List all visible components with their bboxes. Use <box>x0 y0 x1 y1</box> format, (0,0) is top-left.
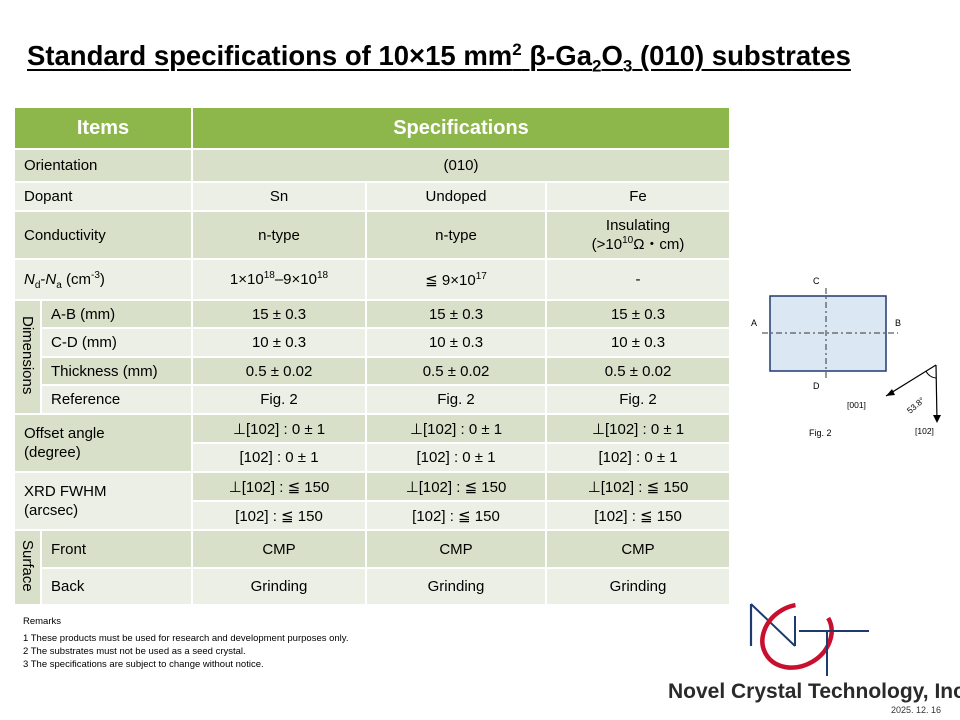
xrd-perp-fe: ⊥[102] : ≦ 150 <box>544 471 732 502</box>
conductivity-label: Conductivity <box>13 210 193 260</box>
row-xrd-perp: XRD FWHM (arcsec) ⊥[102] : ≦ 150 ⊥[102] :… <box>13 471 732 531</box>
label-b: B <box>895 318 901 328</box>
surface-group-label: Surface <box>13 529 42 606</box>
thickness-sn: 0.5 ± 0.02 <box>191 356 367 386</box>
cd-label: C-D (mm) <box>40 327 193 358</box>
row-offset-par: [102] : 0 ± 1 [102] : 0 ± 1 [102] : 0 ± … <box>14 442 732 473</box>
dopant-sn: Sn <box>191 181 367 212</box>
orientation-label: Orientation <box>13 148 193 183</box>
label-c: C <box>813 276 820 286</box>
reference-label: Reference <box>40 384 193 415</box>
back-sn: Grinding <box>191 567 367 606</box>
offset-par-fe: [102] : 0 ± 1 <box>544 442 732 473</box>
offset-par-sn: [102] : 0 ± 1 <box>191 442 367 473</box>
cd-sn: 10 ± 0.3 <box>191 327 367 358</box>
logo-n-diagonal <box>750 603 796 647</box>
offset-perp-sn: ⊥[102] : 0 ± 1 <box>191 413 367 444</box>
label-a: A <box>751 318 757 328</box>
xrd-fwhm-label: XRD FWHM (arcsec) <box>13 471 193 531</box>
front-label: Front <box>40 529 193 569</box>
offset-perp-undoped: ⊥[102] : 0 ± 1 <box>365 413 547 444</box>
spec-table: Items Specifications Orientation (010) D… <box>13 106 732 606</box>
remark-1: 1 These products must be used for resear… <box>23 633 349 644</box>
xrd-perp-sn: ⊥[102] : ≦ 150 <box>191 471 367 502</box>
row-ab: Dimensions A-B (mm) 15 ± 0.3 15 ± 0.3 15… <box>13 299 732 415</box>
nd-na-label: Nd-Na (cm-3) <box>13 258 193 301</box>
fig-2-caption: Fig. 2 <box>809 428 832 438</box>
row-orientation: Orientation (010) <box>13 148 732 183</box>
ab-label: A-B (mm) <box>40 299 193 329</box>
cd-undoped: 10 ± 0.3 <box>365 327 547 358</box>
thickness-fe: 0.5 ± 0.02 <box>544 356 732 386</box>
header-specifications: Specifications <box>190 106 732 150</box>
xrd-par-sn: [102] : ≦ 150 <box>191 500 367 531</box>
arrow-102-line <box>935 364 938 422</box>
reference-sn: Fig. 2 <box>191 384 367 415</box>
conductivity-sn: n-type <box>191 210 367 260</box>
nd-na-sn: 1×1018–9×1018 <box>191 258 367 301</box>
conductivity-undoped: n-type <box>365 210 547 260</box>
angle-label: 53.8° <box>905 395 927 415</box>
front-fe: CMP <box>544 529 732 569</box>
cd-fe: 10 ± 0.3 <box>544 327 732 358</box>
row-cd: C-D (mm) 10 ± 0.3 10 ± 0.3 10 ± 0.3 <box>14 327 732 358</box>
dir-001-label: [001] <box>847 400 866 410</box>
row-back: Back Grinding Grinding Grinding <box>14 567 732 606</box>
remark-2: 2 The substrates must not be used as a s… <box>23 646 246 657</box>
arrow-001-head <box>886 389 895 396</box>
document-date: 2025. 12. 16 <box>891 705 942 715</box>
dopant-fe: Fe <box>544 181 732 212</box>
angle-arc <box>925 370 937 379</box>
row-thickness: Thickness (mm) 0.5 ± 0.02 0.5 ± 0.02 0.5… <box>14 356 732 386</box>
orientation-value: (010) <box>190 148 732 183</box>
back-undoped: Grinding <box>365 567 547 606</box>
label-d: D <box>813 381 820 391</box>
thickness-undoped: 0.5 ± 0.02 <box>365 356 547 386</box>
conductivity-fe: Insulating (>1010Ω・cm) <box>544 210 732 260</box>
nct-logo <box>749 602 869 676</box>
dimensions-group-label: Dimensions <box>13 299 42 415</box>
offset-angle-label: Offset angle (degree) <box>13 413 193 473</box>
row-dopant: Dopant Sn Undoped Fe <box>13 181 732 212</box>
remarks-title: Remarks <box>23 616 62 627</box>
row-offset-perp: Offset angle (degree) ⊥[102] : 0 ± 1 ⊥[10… <box>13 413 732 473</box>
offset-perp-fe: ⊥[102] : 0 ± 1 <box>544 413 732 444</box>
dir-102-label: [102] <box>915 426 934 436</box>
front-sn: CMP <box>191 529 367 569</box>
arrow-102-head <box>933 415 941 423</box>
xrd-perp-undoped: ⊥[102] : ≦ 150 <box>365 471 547 502</box>
header-items: Items <box>13 106 193 150</box>
offset-par-undoped: [102] : 0 ± 1 <box>365 442 547 473</box>
back-fe: Grinding <box>544 567 732 606</box>
company-name: Novel Crystal Technology, Inc. <box>668 680 960 703</box>
row-nd-na: Nd-Na (cm-3) 1×1018–9×1018 ≦ 9×1017 - <box>13 258 732 301</box>
dopant-undoped: Undoped <box>365 181 547 212</box>
fig-2-diagram: C A B D [001] [102] 53.8° Fig. 2 <box>751 276 941 438</box>
arrow-001-line <box>885 364 937 397</box>
nd-na-undoped: ≦ 9×1017 <box>365 258 547 301</box>
thickness-label: Thickness (mm) <box>40 356 193 386</box>
back-label: Back <box>40 567 193 606</box>
logo-c-arc <box>760 602 834 670</box>
xrd-par-undoped: [102] : ≦ 150 <box>365 500 547 531</box>
ab-fe: 15 ± 0.3 <box>544 299 732 329</box>
remark-3: 3 The specifications are subject to chan… <box>23 659 264 670</box>
row-front: Surface Front CMP CMP CMP <box>13 529 732 606</box>
reference-fe: Fig. 2 <box>544 384 732 415</box>
ab-undoped: 15 ± 0.3 <box>365 299 547 329</box>
row-reference: Reference Fig. 2 Fig. 2 Fig. 2 <box>14 384 732 415</box>
row-conductivity: Conductivity n-type n-type Insulating (>1… <box>13 210 732 260</box>
page-title: Standard specifications of 10×15 mm2 β-G… <box>27 39 851 76</box>
table-header-row: Items Specifications <box>13 106 732 150</box>
front-undoped: CMP <box>365 529 547 569</box>
row-xrd-par: [102] : ≦ 150 [102] : ≦ 150 [102] : ≦ 15… <box>14 500 732 531</box>
xrd-par-fe: [102] : ≦ 150 <box>544 500 732 531</box>
remarks: Remarks 1 These products must be used fo… <box>23 615 348 671</box>
ab-sn: 15 ± 0.3 <box>191 299 367 329</box>
nd-na-fe: - <box>544 258 732 301</box>
reference-undoped: Fig. 2 <box>365 384 547 415</box>
dopant-label: Dopant <box>13 181 193 212</box>
